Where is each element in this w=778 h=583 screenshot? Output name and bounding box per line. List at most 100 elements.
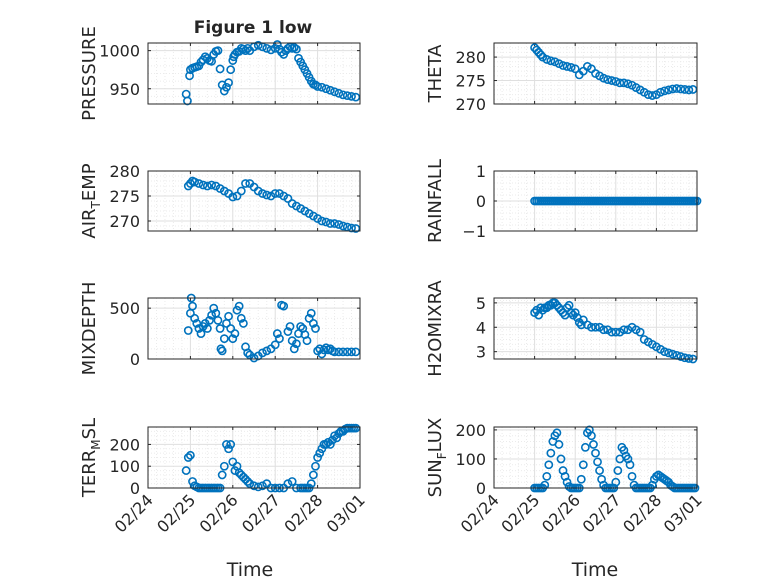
data-point	[228, 334, 238, 344]
data-point	[342, 91, 352, 101]
data-point	[308, 470, 318, 480]
data-point	[566, 308, 576, 318]
data-point	[190, 177, 200, 187]
data-point	[283, 194, 293, 203]
y-tick-label: 275	[109, 187, 140, 206]
subplot-3: 270 275 280 AIRTEMP	[79, 162, 361, 239]
y-axis-label-subscript: T	[89, 200, 103, 209]
data-point	[556, 454, 566, 464]
data-point	[217, 346, 227, 356]
data-point	[325, 85, 335, 95]
data-point	[599, 73, 609, 83]
data-point	[536, 50, 546, 60]
data-point	[258, 481, 267, 491]
y-axis-label-subscript: M	[89, 439, 103, 449]
data-point	[351, 423, 361, 433]
y-tick-label: 0	[476, 192, 486, 211]
data-point	[546, 448, 556, 458]
data-point	[241, 46, 250, 56]
y-tick-label: 3	[476, 343, 486, 362]
data-point	[188, 301, 197, 311]
data-point	[202, 181, 212, 191]
data-point	[611, 477, 621, 487]
data-point	[230, 329, 240, 338]
data-point	[619, 325, 629, 335]
data-point	[275, 334, 284, 344]
data-point	[347, 91, 356, 101]
data-point	[194, 324, 204, 333]
y-axis-label: PRESSURE	[79, 26, 100, 121]
axes-box	[147, 297, 361, 360]
data-point	[224, 78, 233, 88]
data-point	[302, 336, 312, 346]
data-point	[323, 437, 333, 447]
data-point	[296, 322, 306, 331]
data-point	[562, 477, 572, 487]
data-point	[593, 457, 602, 467]
data-point	[258, 348, 267, 358]
data-point	[607, 76, 617, 85]
data-point	[245, 479, 255, 489]
data-point	[576, 474, 586, 484]
y-axis-label: TERRMSL	[79, 418, 103, 498]
data-point	[613, 466, 623, 475]
y-tick-label: 280	[455, 48, 486, 67]
data-point	[190, 313, 200, 323]
data-point	[219, 334, 229, 344]
axes-box	[147, 42, 361, 105]
data-point	[253, 40, 263, 50]
data-point	[664, 85, 673, 95]
data-point	[647, 91, 657, 100]
y-tick-label: 950	[109, 80, 140, 99]
data-point	[334, 429, 344, 438]
data-point	[311, 461, 320, 471]
y-tick-label: −1	[462, 222, 486, 241]
data-point	[570, 308, 580, 318]
data-point	[241, 179, 250, 188]
data-point	[238, 319, 248, 328]
data-point	[234, 301, 244, 311]
data-point	[236, 186, 246, 196]
data-point	[643, 90, 653, 100]
data-point	[243, 477, 253, 486]
data-point	[262, 346, 272, 356]
data-point	[536, 303, 546, 313]
data-point	[258, 189, 267, 198]
data-point	[615, 78, 625, 88]
data-point	[599, 325, 609, 335]
data-point	[660, 86, 669, 96]
data-point	[347, 223, 356, 233]
data-point	[668, 84, 678, 94]
subplot-2: 270 275 280 THETA	[425, 42, 698, 114]
subplot-5: 0 500 MIXDEPTH	[79, 282, 361, 375]
data-point	[236, 313, 246, 323]
data-point	[664, 348, 673, 358]
data-point	[570, 64, 580, 74]
y-axis-label: RAINFALL	[425, 159, 446, 243]
y-tick-label: 280	[109, 162, 140, 181]
data-point	[183, 181, 193, 191]
data-point	[185, 179, 195, 188]
data-point	[306, 308, 316, 318]
data-point	[330, 431, 339, 441]
data-point	[213, 46, 223, 56]
data-point	[243, 348, 253, 358]
axes-box	[493, 426, 698, 489]
y-tick-label: 4	[476, 318, 486, 337]
y-axis-label: AIRTEMP	[79, 163, 103, 238]
data-point	[249, 481, 259, 491]
data-point	[181, 466, 191, 475]
data-point	[270, 189, 280, 198]
data-point	[315, 448, 325, 458]
data-point	[289, 43, 299, 52]
y-axis-label: H2OMIXRA	[425, 280, 446, 377]
data-point	[249, 353, 259, 363]
data-point	[222, 440, 231, 449]
data-point	[338, 90, 348, 100]
data-point	[591, 448, 600, 458]
data-point	[232, 191, 242, 201]
data-point	[283, 327, 293, 336]
data-point	[591, 322, 600, 332]
data-point	[279, 301, 289, 311]
